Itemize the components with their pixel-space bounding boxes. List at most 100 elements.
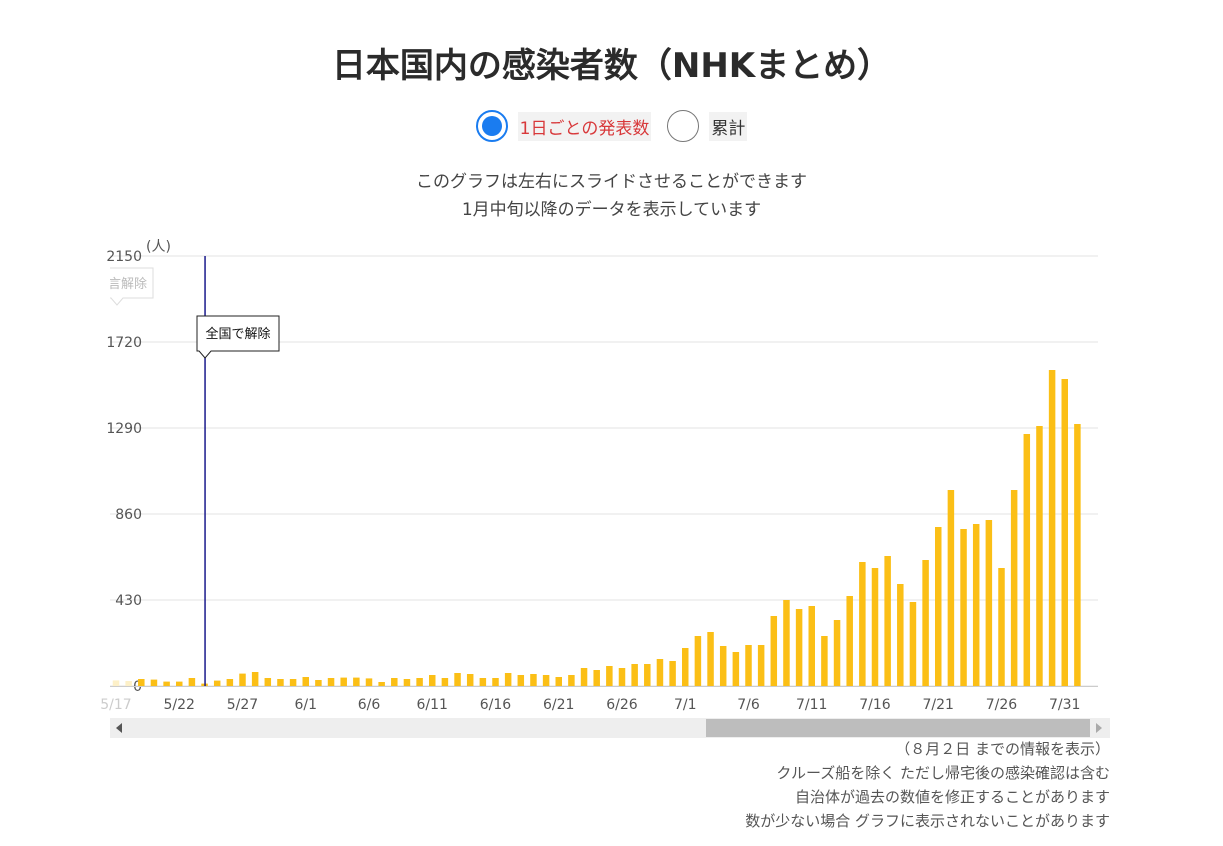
y-tick-label: 430 — [115, 593, 142, 609]
scroll-left-arrow-icon[interactable] — [116, 723, 122, 733]
bar[interactable] — [289, 679, 297, 686]
cumulative-radio-circle[interactable] — [667, 110, 700, 142]
bar[interactable] — [188, 678, 196, 686]
bar[interactable] — [163, 681, 170, 686]
bar[interactable] — [530, 674, 537, 686]
bar[interactable] — [947, 490, 955, 686]
bar[interactable] — [972, 524, 980, 686]
bar[interactable] — [391, 678, 398, 686]
bar[interactable] — [264, 678, 272, 686]
bar[interactable] — [150, 679, 158, 686]
bar[interactable] — [1023, 434, 1031, 686]
bar[interactable] — [365, 678, 373, 686]
bar[interactable] — [833, 620, 841, 686]
bar[interactable] — [454, 673, 461, 686]
bar[interactable] — [226, 679, 234, 686]
cumulative-radio-label[interactable]: 累計 — [709, 111, 748, 141]
bar[interactable] — [403, 679, 411, 686]
bar[interactable] — [416, 678, 423, 686]
bar[interactable] — [998, 568, 1005, 686]
bar[interactable] — [302, 677, 310, 686]
footnote-cruise: クルーズ船を除く ただし帰宅後の感染確認は含む — [776, 764, 1110, 782]
bar[interactable] — [542, 675, 550, 686]
bar[interactable] — [593, 670, 600, 686]
bar[interactable] — [631, 664, 638, 686]
bar[interactable] — [568, 675, 575, 686]
date-info: （８月２日 までの情報を表示） — [895, 740, 1110, 758]
bar[interactable] — [176, 681, 183, 686]
bar[interactable] — [378, 682, 385, 686]
offscreen-marker-box — [110, 267, 154, 306]
bar[interactable] — [821, 636, 828, 686]
bar[interactable] — [808, 606, 816, 686]
daily-radio[interactable]: 1日ごとの発表数 — [475, 110, 652, 142]
bar[interactable] — [922, 560, 929, 686]
page-title: 日本国内の感染者数（NHKまとめ） — [331, 46, 892, 86]
bar[interactable] — [251, 672, 259, 686]
bar[interactable] — [125, 681, 132, 686]
bar[interactable] — [656, 659, 664, 686]
bar[interactable] — [277, 679, 284, 686]
bar[interactable] — [1010, 490, 1018, 686]
bar[interactable] — [669, 661, 676, 686]
bar[interactable] — [555, 677, 563, 686]
bar[interactable] — [1036, 426, 1043, 686]
daily-radio-circle[interactable] — [475, 110, 508, 142]
bar[interactable] — [353, 677, 360, 686]
bar[interactable] — [1061, 379, 1069, 686]
bar[interactable] — [239, 673, 246, 686]
bar[interactable] — [429, 675, 436, 686]
x-tick-label: 6/1 — [294, 697, 317, 713]
bar[interactable] — [1074, 424, 1081, 686]
bar[interactable] — [859, 562, 866, 686]
bar[interactable] — [707, 632, 714, 686]
bar[interactable] — [580, 668, 588, 686]
y-tick-label: 860 — [115, 507, 142, 523]
chart-scrollbar[interactable] — [110, 718, 1110, 738]
x-tick-label: 6/16 — [480, 697, 512, 713]
bar[interactable] — [327, 678, 335, 686]
y-tick-label: 1720 — [106, 335, 142, 351]
cumulative-radio[interactable]: 累計 — [667, 110, 748, 142]
bar[interactable] — [719, 646, 727, 686]
bar[interactable] — [213, 680, 221, 686]
bar[interactable] — [112, 680, 120, 686]
bar[interactable] — [770, 616, 778, 686]
x-tick-label: 7/1 — [674, 697, 697, 713]
bar[interactable] — [682, 648, 689, 686]
bar[interactable] — [884, 556, 891, 686]
daily-radio-label[interactable]: 1日ごとの発表数 — [517, 111, 652, 141]
bar[interactable] — [694, 636, 702, 686]
bar[interactable] — [340, 677, 347, 686]
bar[interactable] — [795, 609, 803, 686]
bar[interactable] — [606, 666, 613, 686]
bar[interactable] — [504, 673, 512, 686]
bar[interactable] — [745, 645, 752, 686]
bar[interactable] — [492, 678, 499, 686]
bar[interactable] — [732, 652, 740, 686]
scroll-right-arrow-icon[interactable] — [1096, 723, 1102, 733]
bar[interactable] — [871, 568, 879, 686]
bar[interactable] — [960, 529, 967, 686]
bar[interactable] — [644, 664, 651, 686]
bar[interactable] — [618, 668, 626, 686]
x-tick-label: 6/21 — [543, 697, 574, 713]
x-tick-label: 5/27 — [227, 697, 258, 713]
view-mode-toggle: 1日ごとの発表数 累計 — [0, 110, 1223, 142]
bar[interactable] — [935, 527, 942, 686]
bar[interactable] — [138, 679, 145, 686]
bar[interactable] — [479, 678, 487, 686]
bar[interactable] — [897, 584, 904, 686]
bar[interactable] — [783, 600, 790, 686]
bar[interactable] — [909, 602, 917, 686]
bar[interactable] — [466, 674, 474, 686]
bar[interactable] — [315, 680, 322, 686]
bar[interactable] — [517, 675, 525, 686]
bar[interactable] — [985, 520, 993, 686]
bar[interactable] — [441, 678, 449, 686]
bar[interactable] — [846, 596, 853, 686]
scroll-thumb[interactable] — [706, 719, 1090, 737]
bar[interactable] — [1048, 370, 1056, 686]
bar[interactable] — [757, 645, 765, 686]
